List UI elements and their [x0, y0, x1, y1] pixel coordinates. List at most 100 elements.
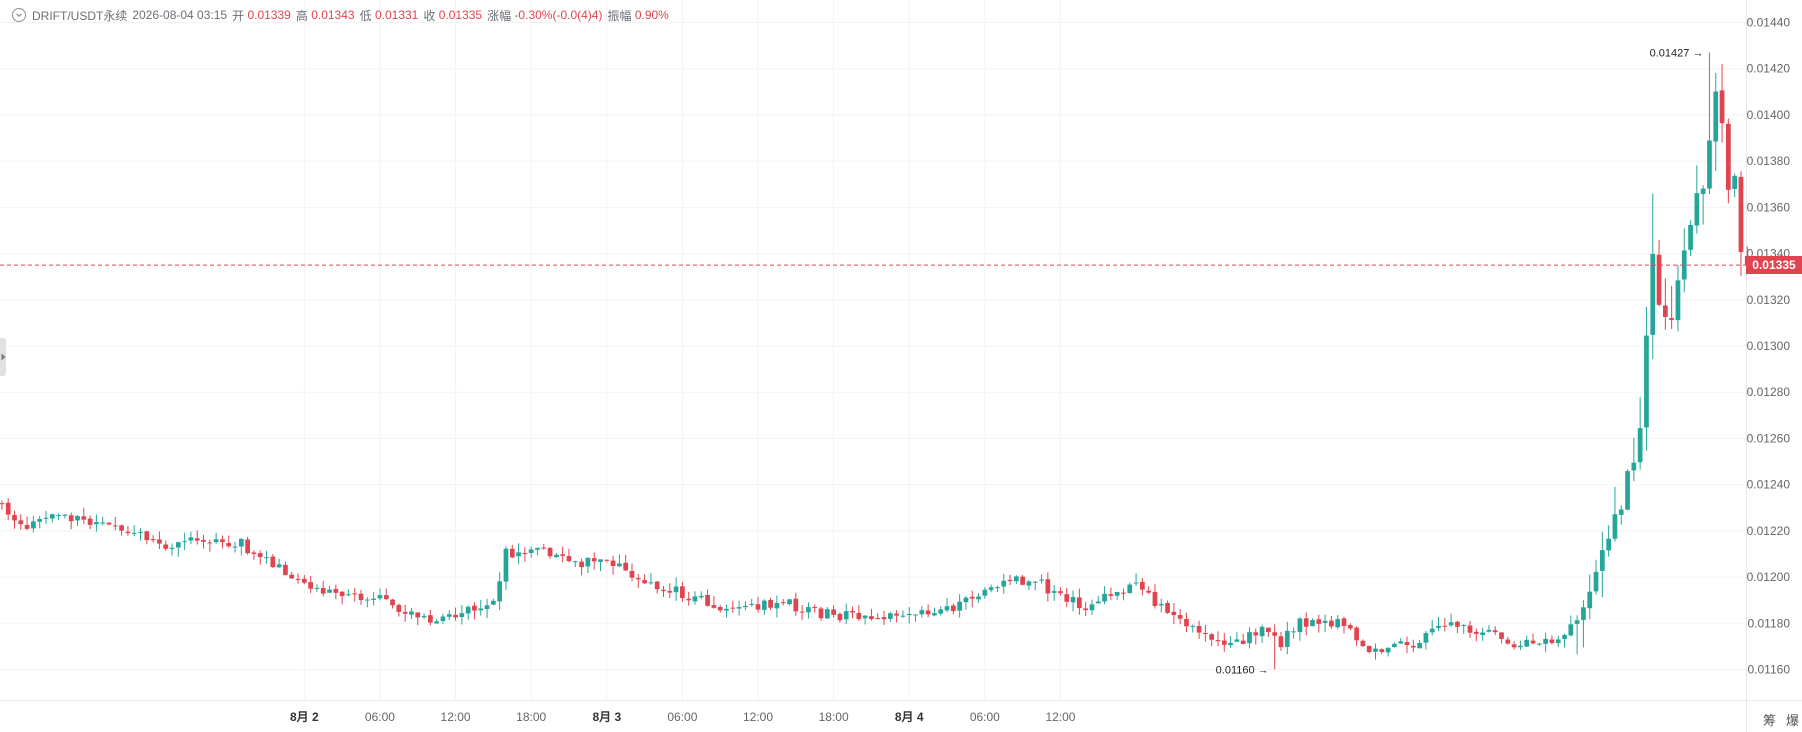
candle-up[interactable]: [1681, 228, 1687, 293]
candle-up[interactable]: [94, 514, 99, 532]
candle-up[interactable]: [56, 513, 61, 521]
candle-up[interactable]: [938, 606, 944, 616]
candle-up[interactable]: [743, 601, 748, 611]
candle-up[interactable]: [698, 591, 704, 600]
candle-down[interactable]: [780, 598, 786, 606]
candle-down[interactable]: [793, 592, 799, 616]
candle-down[interactable]: [1719, 63, 1725, 143]
candle-down[interactable]: [768, 597, 773, 611]
candle-up[interactable]: [1543, 632, 1548, 653]
candle-down[interactable]: [875, 613, 881, 620]
candle-down[interactable]: [969, 590, 975, 608]
candle-up[interactable]: [692, 591, 698, 605]
candle-up[interactable]: [1707, 52, 1712, 195]
candle-up[interactable]: [421, 613, 427, 619]
candle-down[interactable]: [1177, 608, 1183, 625]
candle-up[interactable]: [31, 515, 36, 533]
candle-down[interactable]: [1278, 631, 1284, 651]
candle-up[interactable]: [761, 599, 767, 615]
liquidation-button[interactable]: 爆: [1786, 713, 1800, 728]
candle-down[interactable]: [680, 581, 685, 602]
candle-up[interactable]: [1518, 640, 1523, 651]
candle-down[interactable]: [207, 539, 213, 552]
candle-up[interactable]: [37, 515, 43, 529]
candle-down[interactable]: [1505, 636, 1511, 645]
chips-button[interactable]: 筹: [1763, 713, 1777, 728]
candle-down[interactable]: [1473, 628, 1479, 642]
candle-up[interactable]: [585, 557, 591, 574]
candle-down[interactable]: [1347, 623, 1353, 631]
candle-up[interactable]: [1618, 505, 1624, 525]
candle-up[interactable]: [497, 572, 503, 611]
candle-down[interactable]: [730, 600, 736, 613]
candle-down[interactable]: [472, 602, 477, 620]
candle-up[interactable]: [434, 618, 440, 624]
candle-down[interactable]: [396, 603, 402, 617]
candle-up[interactable]: [1480, 627, 1485, 641]
candle-up[interactable]: [1436, 617, 1441, 632]
candle-down[interactable]: [667, 583, 673, 599]
candle-up[interactable]: [440, 613, 446, 624]
candle-up[interactable]: [1429, 619, 1435, 636]
candle-up[interactable]: [1675, 264, 1681, 332]
candle-up[interactable]: [1587, 574, 1593, 620]
candle-up[interactable]: [900, 610, 906, 618]
candle-down[interactable]: [522, 547, 528, 562]
candle-up[interactable]: [213, 532, 219, 544]
candle-up[interactable]: [446, 610, 452, 621]
candle-up[interactable]: [887, 611, 893, 622]
candle-down[interactable]: [1196, 620, 1202, 639]
candle-down[interactable]: [1146, 586, 1152, 594]
candle-up[interactable]: [554, 552, 559, 558]
candle-down[interactable]: [812, 604, 818, 613]
candle-down[interactable]: [1007, 574, 1013, 585]
candle-up[interactable]: [346, 589, 351, 597]
candle-up[interactable]: [913, 614, 918, 622]
candle-down[interactable]: [0, 500, 5, 510]
candle-up[interactable]: [1593, 559, 1599, 595]
candle-down[interactable]: [635, 574, 641, 588]
candle-down[interactable]: [415, 612, 421, 626]
candle-down[interactable]: [1121, 588, 1126, 601]
candle-down[interactable]: [1467, 620, 1473, 638]
candle-up[interactable]: [1133, 573, 1139, 587]
candle-up[interactable]: [1291, 627, 1296, 639]
candle-up[interactable]: [188, 531, 194, 544]
candle-down[interactable]: [1020, 574, 1026, 586]
candle-up[interactable]: [138, 528, 143, 541]
candle-up[interactable]: [1032, 580, 1038, 591]
candle-down[interactable]: [560, 546, 566, 563]
candle-up[interactable]: [1039, 574, 1044, 584]
candle-up[interactable]: [1599, 531, 1605, 598]
candle-up[interactable]: [957, 594, 963, 618]
candle-up[interactable]: [1625, 469, 1630, 511]
candle-down[interactable]: [717, 604, 723, 613]
candle-up[interactable]: [1089, 599, 1095, 615]
candle-down[interactable]: [81, 507, 87, 525]
candle-down[interactable]: [1272, 624, 1278, 670]
candle-up[interactable]: [1392, 642, 1397, 648]
candle-down[interactable]: [1184, 612, 1189, 632]
candle-down[interactable]: [1669, 285, 1675, 329]
candle-up[interactable]: [175, 541, 181, 557]
candle-up[interactable]: [43, 510, 49, 524]
candle-down[interactable]: [661, 586, 666, 597]
candle-up[interactable]: [503, 546, 509, 591]
candle-up[interactable]: [598, 559, 603, 572]
candle-up[interactable]: [1568, 615, 1574, 637]
candle-down[interactable]: [194, 530, 200, 545]
candle-down[interactable]: [1656, 240, 1662, 307]
candle-up[interactable]: [976, 593, 981, 603]
candle-up[interactable]: [1228, 635, 1233, 648]
candle-down[interactable]: [87, 515, 93, 530]
candle-up[interactable]: [182, 532, 187, 551]
candle-down[interactable]: [257, 550, 263, 565]
candle-up[interactable]: [478, 600, 484, 616]
candle-down[interactable]: [566, 548, 572, 563]
candle-up[interactable]: [131, 525, 137, 536]
candle-up[interactable]: [963, 595, 969, 610]
candle-up[interactable]: [1001, 573, 1007, 594]
candle-down[interactable]: [711, 596, 717, 609]
candle-down[interactable]: [1266, 627, 1271, 638]
